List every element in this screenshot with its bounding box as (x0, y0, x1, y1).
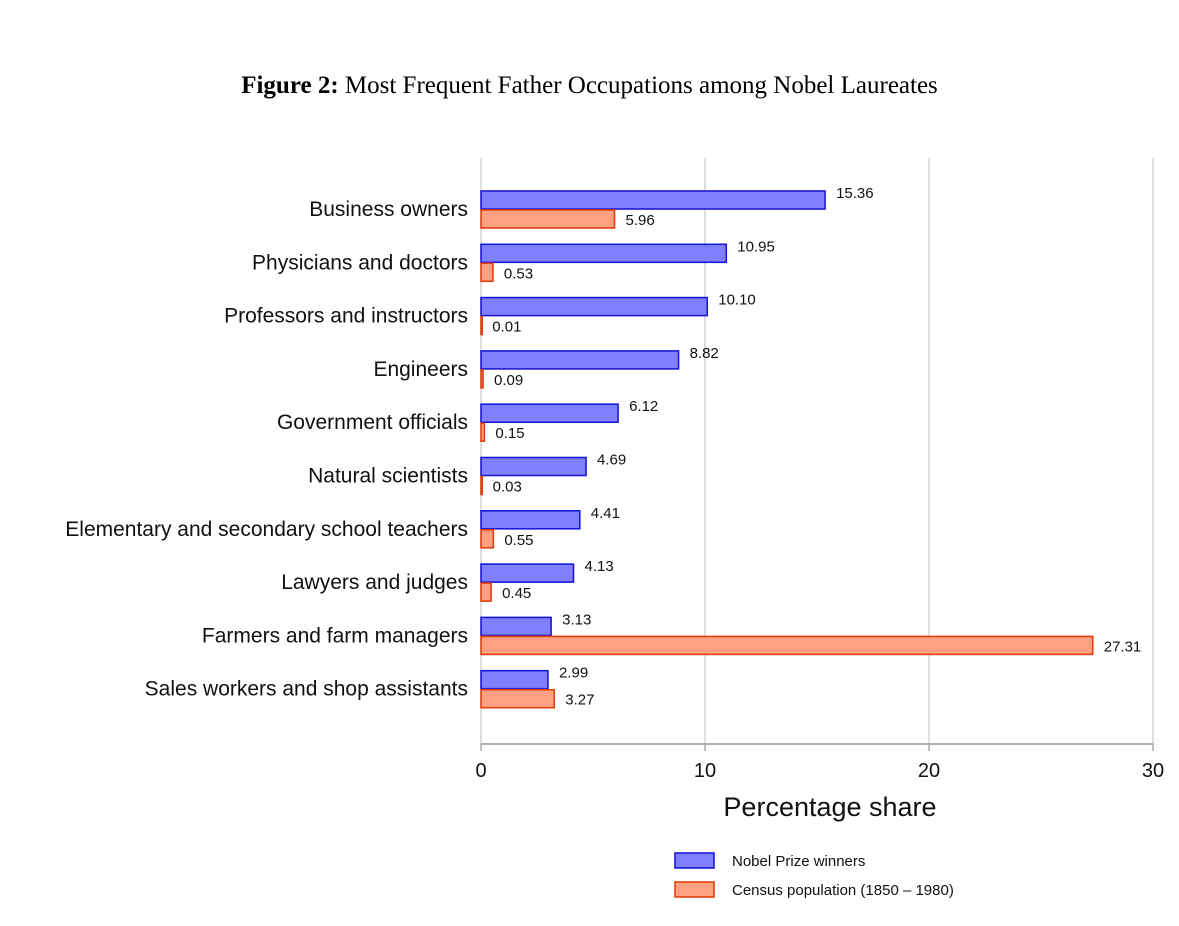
bar-value-label: 15.36 (836, 185, 874, 202)
bar-value-label: 2.99 (559, 665, 588, 682)
bar-nobel (480, 403, 619, 424)
legend-label: Nobel Prize winners (732, 853, 865, 870)
bar-value-label: 10.95 (737, 238, 775, 255)
bar-census (480, 635, 1094, 656)
bar-value-label: 8.82 (690, 345, 719, 362)
category-label: Government officials (277, 411, 468, 434)
category-label: Farmers and farm managers (202, 624, 468, 647)
bar-nobel (480, 509, 581, 530)
category-label: Natural scientists (308, 465, 468, 488)
x-axis-title: Percentage share (723, 792, 936, 822)
bar-nobel (480, 243, 728, 264)
bar-value-label: 4.69 (597, 452, 626, 469)
bar-value-label: 4.41 (591, 505, 620, 522)
bar-nobel (480, 350, 680, 370)
bar-value-label: 0.55 (504, 532, 533, 549)
bar-nobel (480, 563, 575, 583)
bar-nobel (480, 190, 826, 210)
x-tick-label: 20 (918, 760, 940, 782)
x-tick-label: 30 (1142, 760, 1164, 782)
chart-title: Figure 2: Most Frequent Father Occupatio… (0, 72, 1179, 100)
bar-value-label: 0.53 (504, 265, 533, 282)
bar-value-label: 0.45 (502, 585, 531, 602)
bar-value-label: 0.01 (492, 319, 521, 336)
bar-census (480, 209, 616, 229)
bar-nobel (480, 669, 549, 690)
bar-nobel (480, 296, 709, 317)
figure-number: Figure 2: (241, 72, 339, 99)
bar-census (480, 422, 486, 443)
bar-census (480, 582, 492, 602)
category-label: Elementary and secondary school teachers (65, 518, 468, 541)
bar-census (480, 688, 556, 709)
bar-value-label: 0.09 (494, 372, 523, 389)
legend-swatch (674, 881, 715, 898)
legend-swatch (674, 852, 715, 869)
bar-census (480, 262, 494, 283)
bar-census (480, 475, 484, 496)
x-tick-label: 10 (694, 760, 716, 782)
figure-title: Most Frequent Father Occupations among N… (344, 72, 938, 99)
bar-value-label: 3.13 (562, 611, 591, 628)
bar-census (480, 369, 484, 389)
bar-value-label: 4.13 (585, 558, 614, 575)
bar-value-label: 0.15 (495, 425, 524, 442)
bar-value-label: 10.10 (718, 292, 756, 309)
bar-value-label: 0.03 (493, 479, 522, 496)
legend-label: Census population (1850 – 1980) (732, 882, 954, 899)
x-tick-label: 0 (475, 760, 486, 782)
bar-value-label: 6.12 (629, 398, 658, 415)
category-label: Lawyers and judges (281, 571, 468, 594)
category-label: Professors and instructors (224, 305, 468, 328)
category-label: Sales workers and shop assistants (145, 678, 468, 701)
bar-value-label: 27.31 (1104, 638, 1142, 655)
category-label: Physicians and doctors (252, 251, 468, 274)
bar-value-label: 5.96 (626, 212, 655, 229)
bar-census (480, 528, 495, 549)
category-label: Business owners (309, 198, 468, 221)
bar-census (480, 315, 484, 336)
bar-value-label: 3.27 (565, 692, 594, 709)
category-label: Engineers (373, 358, 468, 381)
bar-nobel (480, 616, 552, 637)
bar-nobel (480, 456, 587, 477)
